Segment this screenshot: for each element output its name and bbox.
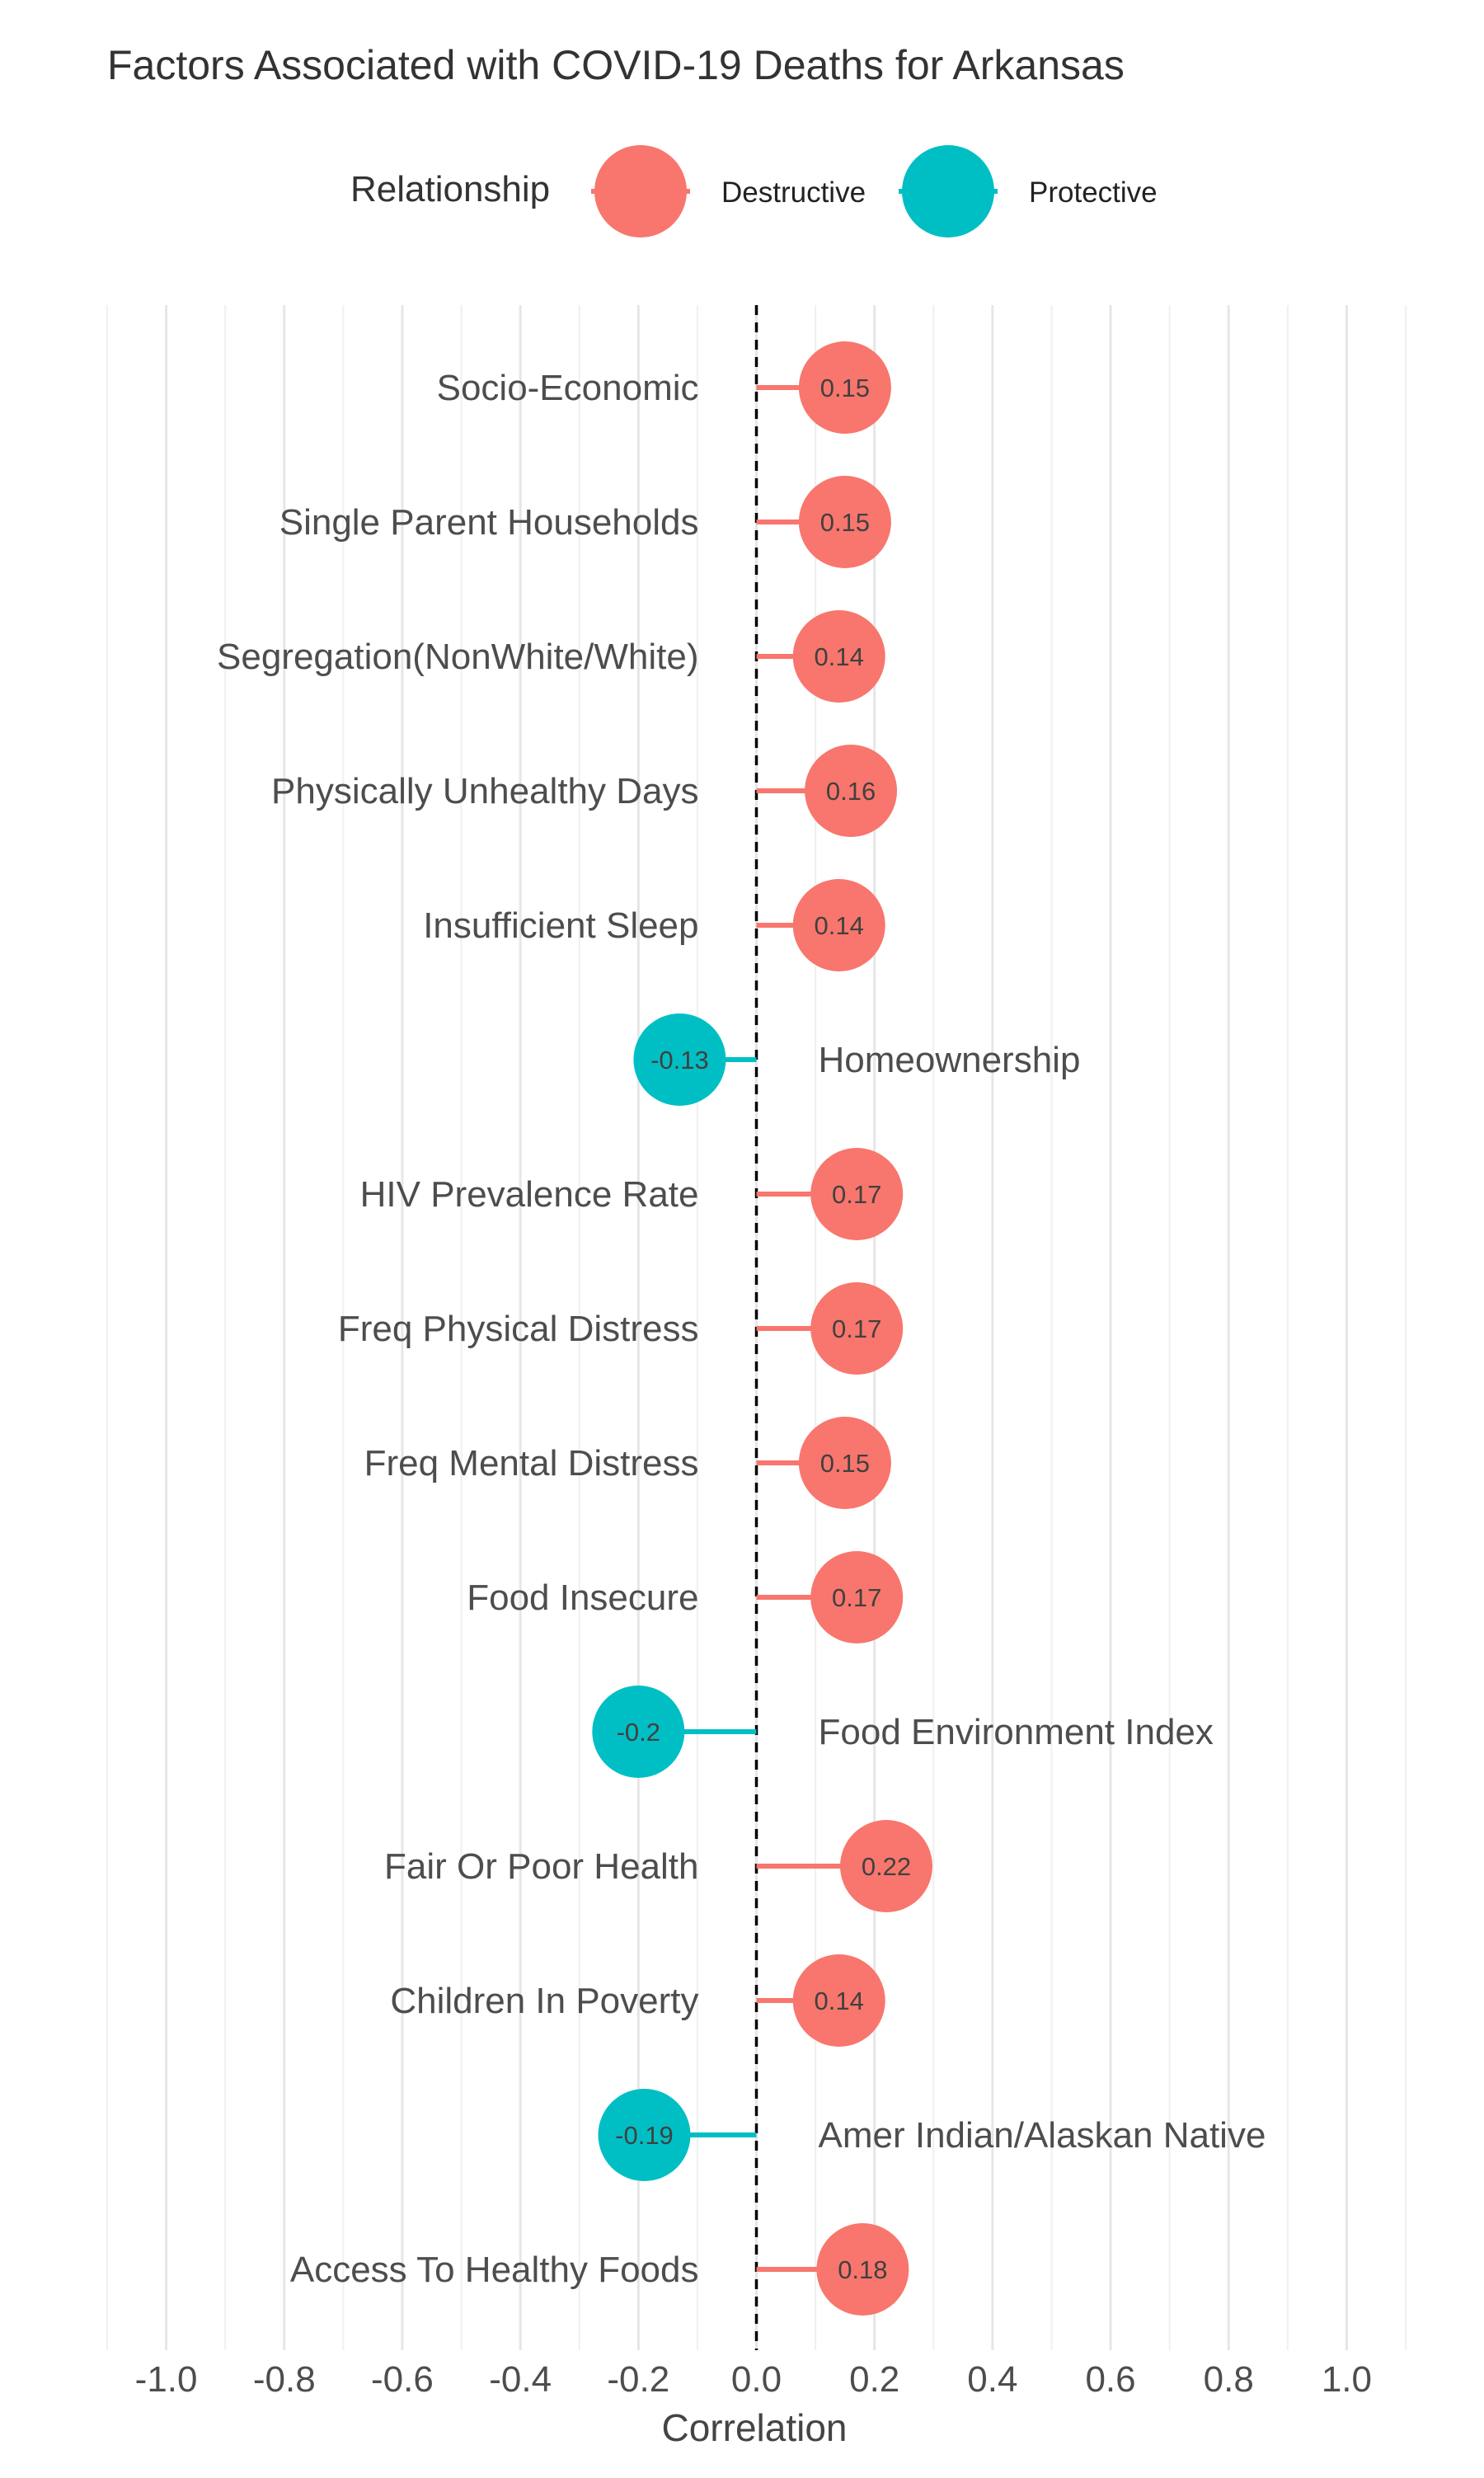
value-label: 0.15 xyxy=(820,508,870,537)
value-label: -0.13 xyxy=(650,1046,709,1074)
category-label: Insufficient Sleep xyxy=(423,905,698,946)
value-label: 0.17 xyxy=(832,1180,881,1209)
value-label: 0.18 xyxy=(838,2255,887,2284)
value-label: 0.14 xyxy=(815,1987,864,2015)
chart-title: Factors Associated with COVID-19 Deaths … xyxy=(107,42,1125,88)
category-label: Freq Physical Distress xyxy=(338,1309,699,1349)
lollipop-point xyxy=(798,476,891,568)
value-label: -0.2 xyxy=(617,1718,660,1747)
category-label: Homeownership xyxy=(819,1040,1081,1080)
x-axis-title: Correlation xyxy=(662,2406,848,2449)
x-tick-label: 1.0 xyxy=(1322,2359,1372,2400)
legend-key-point xyxy=(902,145,994,237)
value-label: 0.22 xyxy=(862,1852,911,1881)
lollipop-hiv-prevalence-rate: 0.17 HIV Prevalence Rate xyxy=(360,1148,904,1240)
lollipop-children-in-poverty: 0.14 Children In Poverty xyxy=(390,1954,885,2047)
lollipop-point xyxy=(598,2089,691,2181)
lollipop-fair-or-poor-health: 0.22 Fair Or Poor Health xyxy=(384,1820,932,1912)
lollipop-access-to-healthy-foods: 0.18 Access To Healthy Foods xyxy=(290,2223,909,2316)
lollipop-point xyxy=(810,1551,904,1643)
lollipop-point xyxy=(840,1820,932,1912)
x-axis: -1.0 -0.8 -0.6 -0.4 -0.2 0.0 0.2 0.4 0.6 0.8 1.0 xyxy=(135,2359,1372,2400)
legend-entry-destructive: Destructive xyxy=(591,145,866,237)
x-tick-label: -0.4 xyxy=(489,2359,552,2400)
category-label: Children In Poverty xyxy=(390,1981,698,2021)
x-tick-label: -0.6 xyxy=(371,2359,434,2400)
x-tick-label: 0.0 xyxy=(731,2359,782,2400)
category-label: HIV Prevalence Rate xyxy=(360,1174,699,1215)
lollipop-physically-unhealthy-days: 0.16 Physically Unhealthy Days xyxy=(271,745,898,837)
category-label: Food Environment Index xyxy=(819,1712,1214,1752)
category-label: Fair Or Poor Health xyxy=(384,1846,698,1887)
x-tick-label: -1.0 xyxy=(135,2359,198,2400)
value-label: 0.15 xyxy=(820,374,870,402)
category-label: Socio-Economic xyxy=(437,368,699,408)
lollipop-point xyxy=(798,341,891,434)
lollipop-point xyxy=(592,1686,685,1778)
lollipop-point xyxy=(805,745,898,837)
legend-key-point xyxy=(594,145,687,237)
category-label: Freq Mental Distress xyxy=(364,1443,699,1484)
lollipop-single-parent-households: 0.15 Single Parent Households xyxy=(279,476,891,568)
x-tick-label: 0.2 xyxy=(849,2359,899,2400)
lollipop-homeownership: -0.13 Homeownership xyxy=(633,1013,1080,1106)
lollipop-socio-economic: 0.15 Socio-Economic xyxy=(437,341,891,434)
value-label: 0.16 xyxy=(826,777,876,806)
legend-label: Destructive xyxy=(721,176,866,209)
category-label: Segregation(NonWhite/White) xyxy=(217,637,698,677)
legend: Relationship Destructive Protective xyxy=(350,145,1158,237)
value-label: 0.17 xyxy=(832,1314,881,1343)
value-label: 0.14 xyxy=(815,911,864,940)
legend-title: Relationship xyxy=(350,169,550,209)
lollipop-point xyxy=(792,879,885,971)
value-label: 0.14 xyxy=(815,642,864,671)
value-label: -0.19 xyxy=(615,2121,674,2150)
lollipop-freq-mental-distress: 0.15 Freq Mental Distress xyxy=(364,1417,891,1509)
data-marks: 0.15 Socio-Economic 0.15 Single Parent Hous… xyxy=(217,341,1266,2316)
lollipop-point xyxy=(792,610,885,703)
value-label: 0.15 xyxy=(820,1449,870,1478)
x-tick-label: 0.4 xyxy=(967,2359,1017,2400)
category-label: Amer Indian/Alaskan Native xyxy=(819,2115,1266,2156)
lollipop-point xyxy=(798,1417,891,1509)
value-label: 0.17 xyxy=(832,1583,881,1612)
lollipop-food-insecure: 0.17 Food Insecure xyxy=(467,1551,904,1643)
lollipop-food-environment-index: -0.2 Food Environment Index xyxy=(592,1686,1214,1778)
x-tick-label: 0.6 xyxy=(1085,2359,1135,2400)
legend-label: Protective xyxy=(1029,176,1158,209)
legend-entry-protective: Protective xyxy=(899,145,1158,237)
category-label: Food Insecure xyxy=(467,1578,698,1618)
lollipop-segregation-nonwhite-white: 0.14 Segregation(NonWhite/White) xyxy=(217,610,885,703)
x-tick-label: -0.8 xyxy=(253,2359,316,2400)
lollipop-point xyxy=(792,1954,885,2047)
category-label: Physically Unhealthy Days xyxy=(271,771,698,811)
lollipop-point xyxy=(810,1148,904,1240)
lollipop-point xyxy=(633,1013,726,1106)
x-tick-label: 0.8 xyxy=(1204,2359,1254,2400)
lollipop-freq-physical-distress: 0.17 Freq Physical Distress xyxy=(338,1282,904,1375)
category-label: Access To Healthy Foods xyxy=(290,2250,699,2290)
lollipop-amer-indian-alaskan-native: -0.19 Amer Indian/Alaskan Native xyxy=(598,2089,1266,2181)
lollipop-point xyxy=(810,1282,904,1375)
x-tick-label: -0.2 xyxy=(607,2359,669,2400)
lollipop-point xyxy=(816,2223,909,2316)
lollipop-insufficient-sleep: 0.14 Insufficient Sleep xyxy=(423,879,885,971)
category-label: Single Parent Households xyxy=(279,502,699,543)
